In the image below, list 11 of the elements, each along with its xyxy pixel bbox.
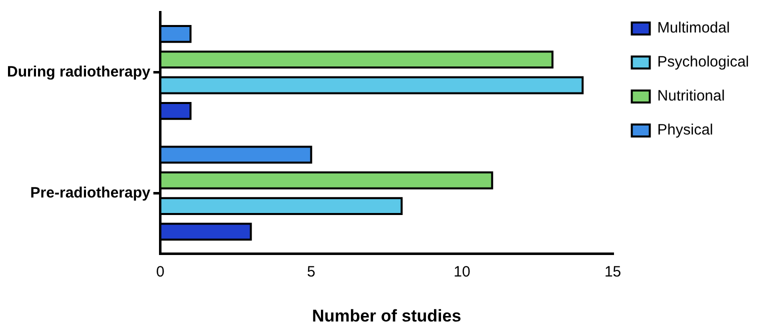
legend-label: Physical <box>657 122 714 139</box>
x-tick-label: 5 <box>306 264 316 281</box>
y-tick-label: During radiotherapy <box>6 64 151 81</box>
legend-label: Nutritional <box>657 88 725 105</box>
x-axis-title: Number of studies <box>312 306 462 326</box>
x-tick-label: 0 <box>156 264 165 281</box>
y-tick-label: Pre-radiotherapy <box>30 184 151 202</box>
x-tick-label: 15 <box>604 264 622 281</box>
x-tick-label: 10 <box>454 264 470 281</box>
legend-label: Multimodal <box>657 20 730 37</box>
legend-label: Psychological <box>657 54 750 71</box>
